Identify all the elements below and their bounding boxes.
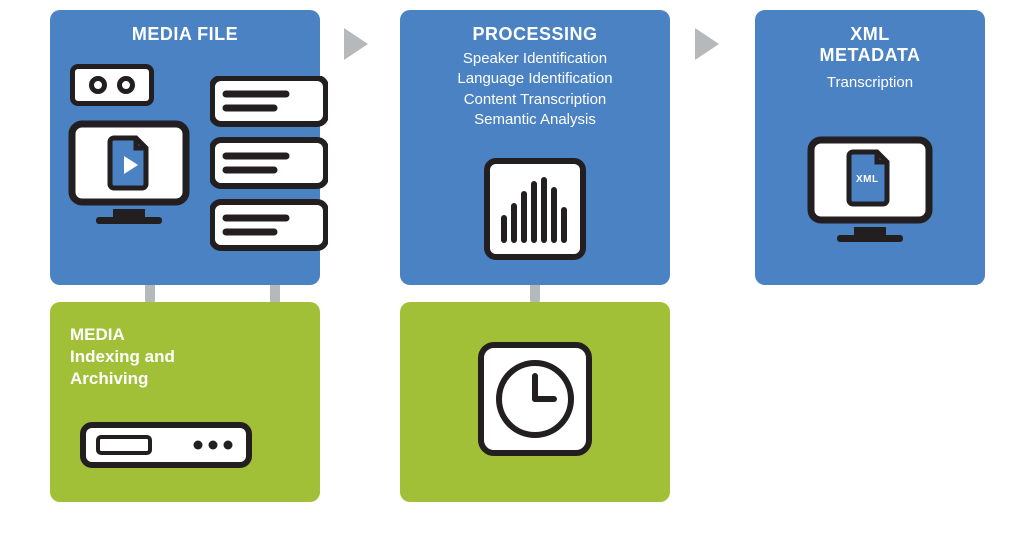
monitor-play-icon xyxy=(68,120,190,233)
processing-box: PROCESSING Speaker Identification Langua… xyxy=(400,10,670,285)
xml-subtitle: Transcription xyxy=(755,73,985,93)
media-box: MEDIA FILE xyxy=(50,10,320,285)
xml-title-2: METADATA xyxy=(755,45,985,66)
xml-box: XML METADATA Transcription XML xyxy=(755,10,985,285)
indexing-title-3: Archiving xyxy=(70,368,175,390)
processing-title: PROCESSING xyxy=(400,24,670,45)
clock-icon xyxy=(478,342,592,456)
xml-title-1: XML xyxy=(755,24,985,45)
indexing-title-1: MEDIA xyxy=(70,324,175,346)
arrow-1-icon xyxy=(344,28,368,60)
indexing-title-2: Indexing and xyxy=(70,346,175,368)
waveform-icon xyxy=(484,158,586,260)
cassette-icon xyxy=(70,64,154,106)
xml-icon-label: XML xyxy=(856,174,879,185)
processing-line-1: Language Identification xyxy=(400,69,670,89)
list-rows-icon xyxy=(210,76,328,261)
monitor-xml-icon: XML xyxy=(807,136,933,253)
processing-line-3: Semantic Analysis xyxy=(400,110,670,130)
processing-line-2: Content Transcription xyxy=(400,90,670,110)
indexing-box: MEDIA Indexing and Archiving xyxy=(50,302,320,502)
arrow-2-icon xyxy=(695,28,719,60)
clock-box xyxy=(400,302,670,502)
media-title: MEDIA FILE xyxy=(50,24,320,45)
processing-line-0: Speaker Identification xyxy=(400,49,670,69)
rack-device-icon xyxy=(80,422,252,477)
